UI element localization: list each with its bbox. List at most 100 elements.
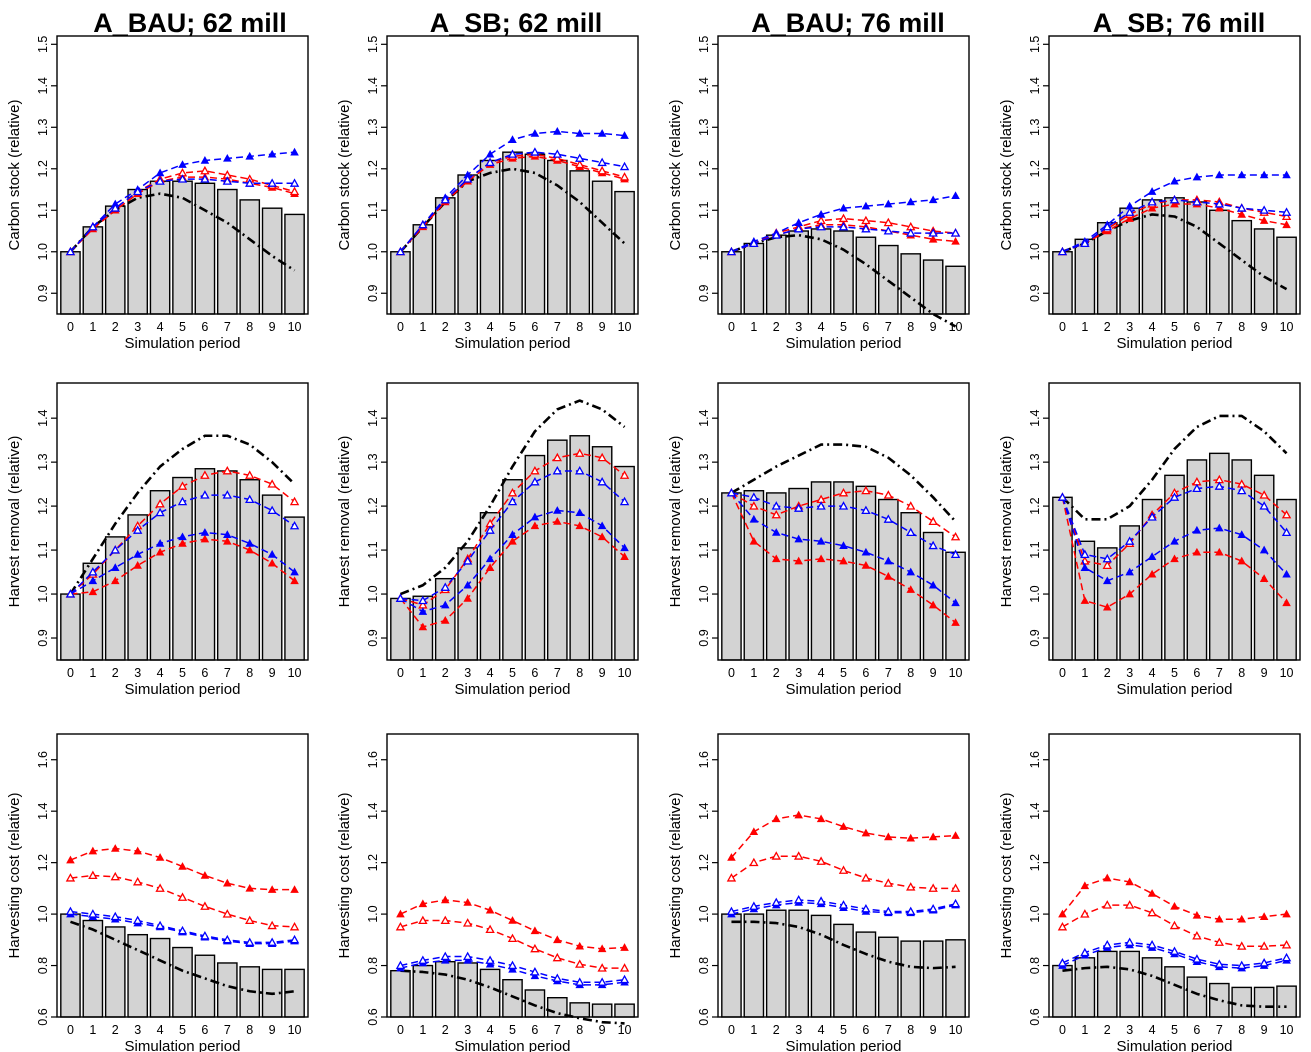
- data-point: [291, 886, 298, 892]
- y-tick-label: 1.4: [697, 409, 711, 426]
- x-tick-label: 2: [1104, 666, 1111, 680]
- x-tick-label: 5: [1171, 320, 1178, 334]
- bar: [1255, 229, 1274, 314]
- y-tick-label: 1.2: [1028, 160, 1042, 177]
- x-tick-label: 8: [907, 1023, 914, 1037]
- x-tick-label: 9: [930, 320, 937, 334]
- data-point: [554, 975, 561, 981]
- bar: [879, 937, 898, 1017]
- x-tick-label: 10: [1280, 1023, 1294, 1037]
- data-point: [840, 215, 847, 221]
- y-tick-label: 1.2: [36, 497, 50, 514]
- data-point: [576, 161, 583, 167]
- y-tick-label: 1.1: [366, 541, 380, 558]
- bar: [1210, 210, 1229, 314]
- y-axis-label: Carbon stock (relative): [667, 100, 684, 251]
- data-point: [576, 961, 583, 967]
- y-tick-label: 1.0: [697, 243, 711, 260]
- x-tick-label: 8: [1238, 320, 1245, 334]
- x-tick-label: 0: [728, 1023, 735, 1037]
- x-tick-label: 5: [1171, 1023, 1178, 1037]
- x-tick-label: 1: [419, 320, 426, 334]
- y-tick-label: 1.2: [697, 854, 711, 871]
- data-point: [269, 481, 276, 487]
- bar: [503, 152, 522, 314]
- data-point: [1059, 248, 1066, 254]
- x-tick-label: 8: [576, 666, 583, 680]
- bar: [924, 941, 943, 1017]
- data-point: [952, 238, 959, 244]
- x-tick-label: 7: [224, 1023, 231, 1037]
- y-tick-label: 0.9: [366, 285, 380, 302]
- bar: [946, 552, 965, 660]
- x-tick-label: 4: [1149, 666, 1156, 680]
- bar: [1053, 497, 1072, 660]
- bar: [548, 160, 567, 314]
- y-axis-label: Harvest removal (relative): [336, 436, 353, 608]
- y-tick-label: 1.3: [36, 453, 50, 470]
- x-tick-label: 7: [554, 320, 561, 334]
- data-point: [291, 180, 298, 186]
- x-tick-label: 10: [288, 320, 302, 334]
- x-tick-label: 4: [818, 320, 825, 334]
- data-point: [112, 913, 119, 919]
- data-point: [201, 903, 208, 909]
- data-point: [952, 192, 959, 198]
- y-tick-label: 0.8: [366, 957, 380, 974]
- x-tick-label: 4: [157, 1023, 164, 1037]
- data-point: [179, 927, 186, 933]
- data-point: [1126, 901, 1133, 907]
- data-point: [224, 910, 231, 916]
- chart-panel: 0.60.81.01.21.41.60 1 2 3 4 5 6 7 8 9 10Simulation…: [667, 734, 969, 1052]
- data-point: [885, 219, 892, 225]
- data-point: [486, 151, 493, 157]
- x-tick-label: 9: [930, 1023, 937, 1037]
- y-axis-label: Harvest removal (relative): [667, 436, 684, 608]
- x-tick-label: 4: [487, 1023, 494, 1037]
- y-tick-label: 0.9: [36, 629, 50, 646]
- x-axis-label: Simulation period: [786, 335, 902, 352]
- x-axis-label: Simulation period: [125, 335, 241, 352]
- data-point: [134, 917, 141, 923]
- data-point: [112, 873, 119, 879]
- chart-panel: 0.91.01.11.21.31.41.50 1 2 3 4 5 6 7 8 9 10Simulat…: [6, 36, 308, 352]
- x-tick-label: 5: [509, 320, 516, 334]
- data-point: [885, 908, 892, 914]
- x-axis-label: Simulation period: [455, 1038, 571, 1052]
- x-tick-label: 7: [1216, 1023, 1223, 1037]
- data-point: [576, 979, 583, 985]
- bar: [789, 489, 808, 660]
- data-point: [885, 492, 892, 498]
- bar: [901, 254, 920, 314]
- x-tick-label: 9: [1261, 666, 1268, 680]
- y-tick-label: 0.6: [366, 1008, 380, 1025]
- data-point: [1148, 909, 1155, 915]
- bar: [593, 181, 612, 314]
- y-tick-label: 1.6: [697, 751, 711, 768]
- x-tick-label: 3: [464, 666, 471, 680]
- data-point: [576, 155, 583, 161]
- data-point: [531, 927, 538, 933]
- x-tick-label: 1: [750, 1023, 757, 1037]
- y-axis-label: Harvesting cost (relative): [667, 793, 684, 959]
- data-point: [952, 533, 959, 539]
- x-tick-label: 0: [1059, 1023, 1066, 1037]
- y-tick-label: 1.0: [697, 905, 711, 922]
- data-point: [246, 917, 253, 923]
- x-tick-label: 6: [201, 320, 208, 334]
- data-point: [599, 159, 606, 165]
- y-tick-label: 0.9: [697, 285, 711, 302]
- data-point: [291, 923, 298, 929]
- x-tick-label: 3: [134, 666, 141, 680]
- x-tick-label: 3: [795, 666, 802, 680]
- y-tick-label: 1.4: [1028, 409, 1042, 426]
- y-tick-label: 1.3: [697, 453, 711, 470]
- x-tick-label: 10: [288, 666, 302, 680]
- data-point: [930, 229, 937, 235]
- x-tick-label: 10: [618, 666, 632, 680]
- bar: [240, 480, 259, 660]
- bar: [1098, 223, 1117, 314]
- data-point: [201, 932, 208, 938]
- bar: [856, 932, 875, 1017]
- x-tick-label: 10: [618, 320, 632, 334]
